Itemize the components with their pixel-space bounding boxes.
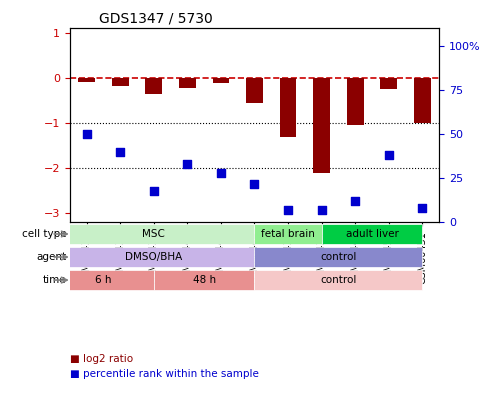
Text: 48 h: 48 h xyxy=(193,275,216,285)
Point xyxy=(83,131,91,137)
FancyBboxPatch shape xyxy=(322,224,422,244)
Point xyxy=(217,170,225,176)
FancyBboxPatch shape xyxy=(154,270,254,290)
Point xyxy=(318,207,326,213)
Bar xyxy=(179,78,196,88)
Bar xyxy=(414,78,431,123)
Text: control: control xyxy=(320,275,357,285)
FancyBboxPatch shape xyxy=(254,270,422,290)
Text: agent: agent xyxy=(36,252,66,262)
Bar xyxy=(313,78,330,173)
Bar xyxy=(347,78,364,126)
Point xyxy=(351,198,359,205)
Point xyxy=(150,188,158,194)
Point xyxy=(284,207,292,213)
Bar xyxy=(213,78,230,83)
Point xyxy=(250,180,258,187)
FancyBboxPatch shape xyxy=(53,247,254,267)
Point xyxy=(418,205,426,211)
Text: time: time xyxy=(42,275,66,285)
Text: ■ percentile rank within the sample: ■ percentile rank within the sample xyxy=(70,369,259,379)
FancyBboxPatch shape xyxy=(254,247,422,267)
Text: DMSO/BHA: DMSO/BHA xyxy=(125,252,183,262)
FancyBboxPatch shape xyxy=(53,270,154,290)
Point xyxy=(116,149,124,155)
Text: control: control xyxy=(320,252,357,262)
Text: ■ log2 ratio: ■ log2 ratio xyxy=(70,354,133,364)
Text: adult liver: adult liver xyxy=(345,229,398,239)
Text: fetal brain: fetal brain xyxy=(261,229,315,239)
Text: cell type: cell type xyxy=(21,229,66,239)
Bar xyxy=(78,78,95,82)
Text: MSC: MSC xyxy=(142,229,165,239)
Bar xyxy=(246,78,263,103)
Bar xyxy=(112,78,129,86)
Point xyxy=(183,161,191,167)
Bar xyxy=(380,78,397,89)
FancyBboxPatch shape xyxy=(53,224,254,244)
Text: 6 h: 6 h xyxy=(95,275,112,285)
Bar xyxy=(145,78,162,94)
Text: GDS1347 / 5730: GDS1347 / 5730 xyxy=(99,12,213,26)
Point xyxy=(385,152,393,159)
FancyBboxPatch shape xyxy=(254,224,322,244)
Bar xyxy=(279,78,296,136)
